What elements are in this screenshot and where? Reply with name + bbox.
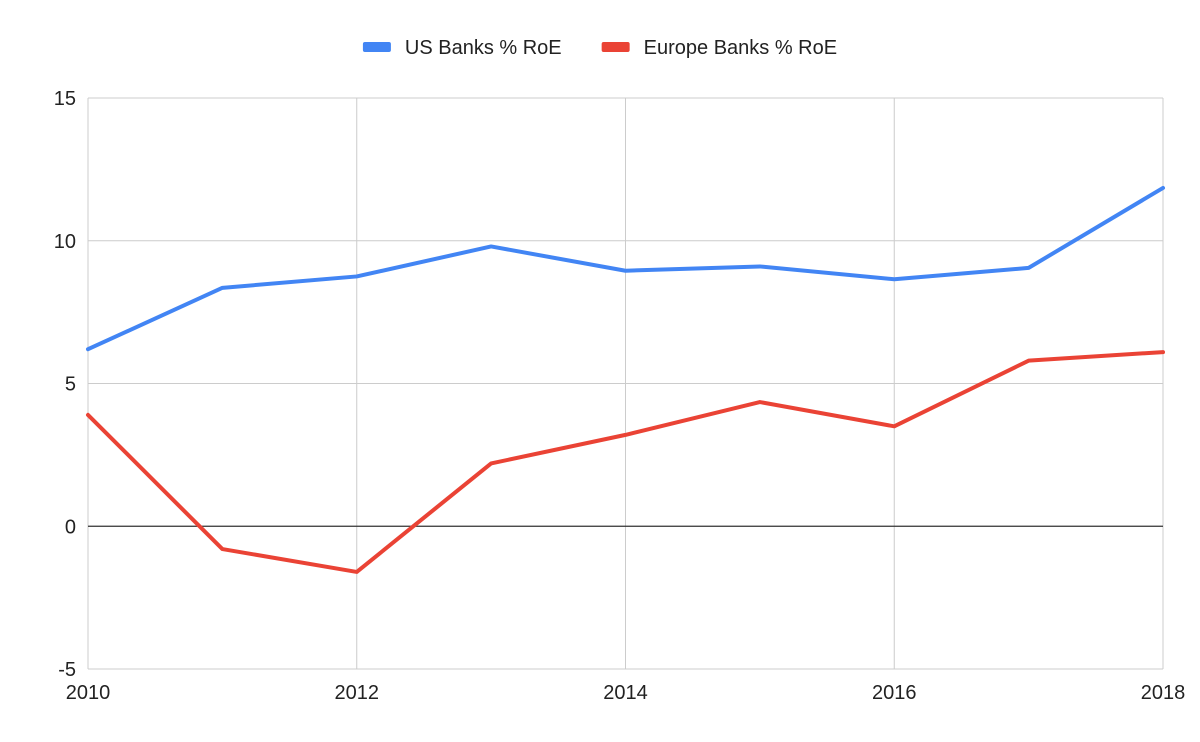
x-tick-label: 2010: [66, 682, 111, 704]
legend-item: Europe Banks % RoE: [601, 37, 837, 59]
legend-item: US Banks % RoE: [362, 37, 562, 59]
y-tick-label: 10: [54, 231, 76, 253]
legend: US Banks % RoE Europe Banks % RoE: [362, 37, 837, 59]
x-axis-ticks: 2010 2012 2014 2016 2018: [66, 682, 1186, 704]
y-axis-ticks: 15 10 5 0 -5: [54, 88, 76, 681]
legend-swatch: [362, 42, 391, 52]
grid-lines: [87, 97, 1164, 670]
y-tick-label: -5: [58, 659, 76, 681]
y-tick-label: 15: [54, 88, 76, 110]
legend-swatch: [601, 42, 630, 52]
series-lines: [86, 185, 1165, 574]
x-tick-label: 2016: [872, 682, 917, 704]
y-tick-label: 5: [65, 374, 76, 396]
series-line-0: [86, 185, 1165, 352]
legend-label: Europe Banks % RoE: [644, 37, 837, 59]
x-tick-label: 2018: [1141, 682, 1186, 704]
legend-label: US Banks % RoE: [405, 37, 562, 59]
series-line-1: [86, 350, 1165, 574]
x-tick-label: 2014: [603, 682, 648, 704]
y-tick-label: 0: [65, 516, 76, 538]
x-tick-label: 2012: [335, 682, 380, 704]
